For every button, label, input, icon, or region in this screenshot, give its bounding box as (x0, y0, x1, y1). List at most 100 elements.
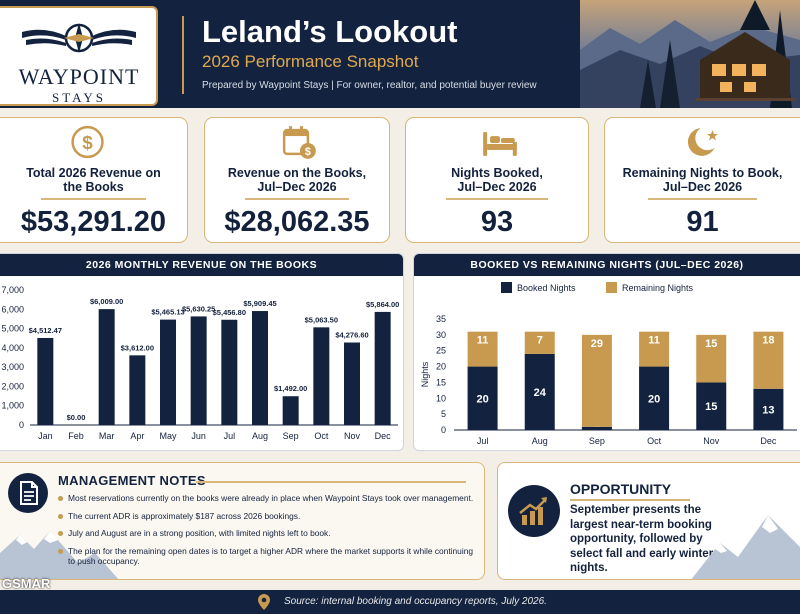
bar (252, 311, 268, 425)
segment-value-label: 20 (648, 393, 660, 405)
bar-segment (639, 331, 670, 367)
dollar-icon: $ (71, 125, 104, 159)
y-tick-label: 25 (436, 346, 446, 356)
legend-label: Remaining Nights (622, 283, 694, 293)
y-tick-label: 2,000 (1, 381, 24, 391)
moon-star-icon (687, 128, 718, 156)
watermark: GSMAR (2, 576, 51, 591)
notes-list: Most reservations currently on the books… (58, 493, 478, 574)
bar-value-label: $5,063.50 (305, 315, 338, 324)
compass-wings-icon (22, 23, 136, 53)
bar (160, 319, 176, 425)
kpi-label: Revenue on the Books, Jul–Dec 2026 (227, 166, 367, 194)
management-notes: MANAGEMENT NOTES Most reservations curre… (0, 462, 485, 580)
bar-segment (696, 382, 727, 430)
kpi-value: $28,062.35 (224, 206, 370, 238)
growth-chart-icon (508, 485, 560, 537)
opportunity-text: September presents the largest near-term… (570, 504, 714, 574)
segment-value-label: 29 (591, 338, 603, 350)
header: WAYPOINT STAYS Leland’s Lookout 2026 Per… (0, 0, 800, 108)
segment-value-label: 18 (762, 335, 774, 347)
kpi-nights-booked: Nights Booked, Jul–Dec 2026 93 (405, 117, 589, 243)
monthly-revenue-chart: 2026 MONTHLY REVENUE ON THE BOOKS 0 1,000… (0, 253, 404, 451)
mountain-decoration (0, 531, 119, 579)
x-tick-label: Jan (38, 431, 53, 441)
kpi-value: $53,291.20 (20, 206, 167, 238)
booked-vs-remaining-chart: BOOKED VS REMAINING NIGHTS (JUL–DEC 2026… (413, 253, 800, 451)
bar-value-label: $4,276.60 (335, 331, 368, 340)
brand-name: WAYPOINT (18, 64, 140, 89)
x-tick-label: Nov (703, 436, 720, 446)
bar-value-label: $5,864.00 (366, 300, 399, 309)
bar (344, 342, 360, 425)
svg-text:$: $ (305, 146, 311, 158)
legend-label: Booked Nights (517, 283, 576, 293)
x-tick-label: Oct (314, 431, 329, 441)
mountain-cabin-image (580, 0, 800, 108)
brand-logo: WAYPOINT STAYS (0, 6, 158, 106)
x-tick-label: Aug (532, 436, 548, 446)
bar-value-label: $5,630.25 (182, 304, 215, 313)
bar-value-label: $5,465.13 (151, 308, 184, 317)
kpi-total-revenue: $ Total 2026 Revenue on the Books $53,29… (0, 117, 188, 243)
source-note: Source: internal booking and occupancy r… (284, 596, 547, 607)
bar (190, 316, 207, 425)
kpi-revenue-jul-dec: $ Revenue on the Books, Jul–Dec 2026 $28… (204, 117, 390, 243)
bar (221, 319, 238, 425)
chart-title: 2026 MONTHLY REVENUE ON THE BOOKS (0, 254, 403, 276)
bar-value-label: $1,492.00 (274, 384, 307, 393)
kpi-label: Total 2026 Revenue on the Books (26, 166, 161, 194)
bar-segment (524, 331, 555, 354)
document-icon (8, 473, 48, 513)
y-tick-label: 10 (436, 393, 446, 403)
y-tick-label: 6,000 (1, 304, 24, 314)
segment-value-label: 11 (648, 335, 660, 347)
bar (282, 396, 299, 425)
x-tick-label: Jun (191, 431, 206, 441)
bar-value-label: $6,009.00 (90, 297, 123, 306)
y-tick-label: 1,000 (1, 401, 24, 411)
segment-value-label: 13 (762, 404, 774, 416)
x-tick-label: Jul (477, 436, 489, 446)
bar-segment (467, 331, 498, 367)
list-item: July and August are in a strong position… (58, 528, 478, 539)
nights-stacked-chart: Booked Nights Remaining Nights 0 5 10 15 20 25 3… (420, 282, 797, 446)
list-item: Most reservations currently on the books… (58, 493, 478, 504)
prepared-by-text: Prepared by Waypoint Stays | For owner, … (202, 80, 537, 91)
bar-segment (467, 366, 498, 430)
bar-value-label: $4,512.47 (29, 326, 62, 335)
y-tick-label: 35 (436, 314, 446, 324)
y-tick-label: 5 (441, 409, 446, 419)
chart-title: BOOKED VS REMAINING NIGHTS (JUL–DEC 2026… (414, 254, 800, 276)
bar-segment (581, 426, 612, 430)
bar-segment (753, 388, 784, 430)
brand-tagline: STAYS (52, 90, 106, 105)
list-item: The plan for the remaining open dates is… (58, 546, 478, 567)
svg-text:$: $ (82, 133, 93, 154)
segment-value-label: 11 (477, 335, 489, 347)
y-tick-label: 7,000 (1, 285, 24, 295)
segment-value-label: 15 (705, 338, 717, 350)
bar-segment (581, 334, 612, 427)
kpi-label: Nights Booked, Jul–Dec 2026 (451, 166, 543, 194)
bar-segment (639, 366, 670, 430)
bar (374, 311, 391, 425)
bed-icon (483, 132, 517, 156)
page-title: Leland’s Lookout (202, 14, 458, 49)
y-axis-label: Nights (420, 361, 430, 387)
x-tick-label: Dec (760, 436, 777, 446)
segment-value-label: 24 (534, 387, 547, 399)
kpi-value: 91 (686, 206, 719, 238)
header-divider (182, 16, 184, 94)
opportunity-panel: OPPORTUNITY September presents the large… (497, 462, 800, 580)
bar-segment (696, 334, 727, 383)
x-tick-label: Nov (344, 431, 361, 441)
kpi-remaining-nights: Remaining Nights to Book, Jul–Dec 2026 9… (604, 117, 800, 243)
bar (98, 309, 115, 425)
legend-swatch (606, 282, 617, 293)
mountain-decoration (691, 515, 800, 579)
bar-segment (753, 331, 784, 389)
kpi-value: 93 (480, 206, 514, 238)
x-tick-label: Aug (252, 431, 268, 441)
y-tick-label: 20 (436, 362, 446, 372)
